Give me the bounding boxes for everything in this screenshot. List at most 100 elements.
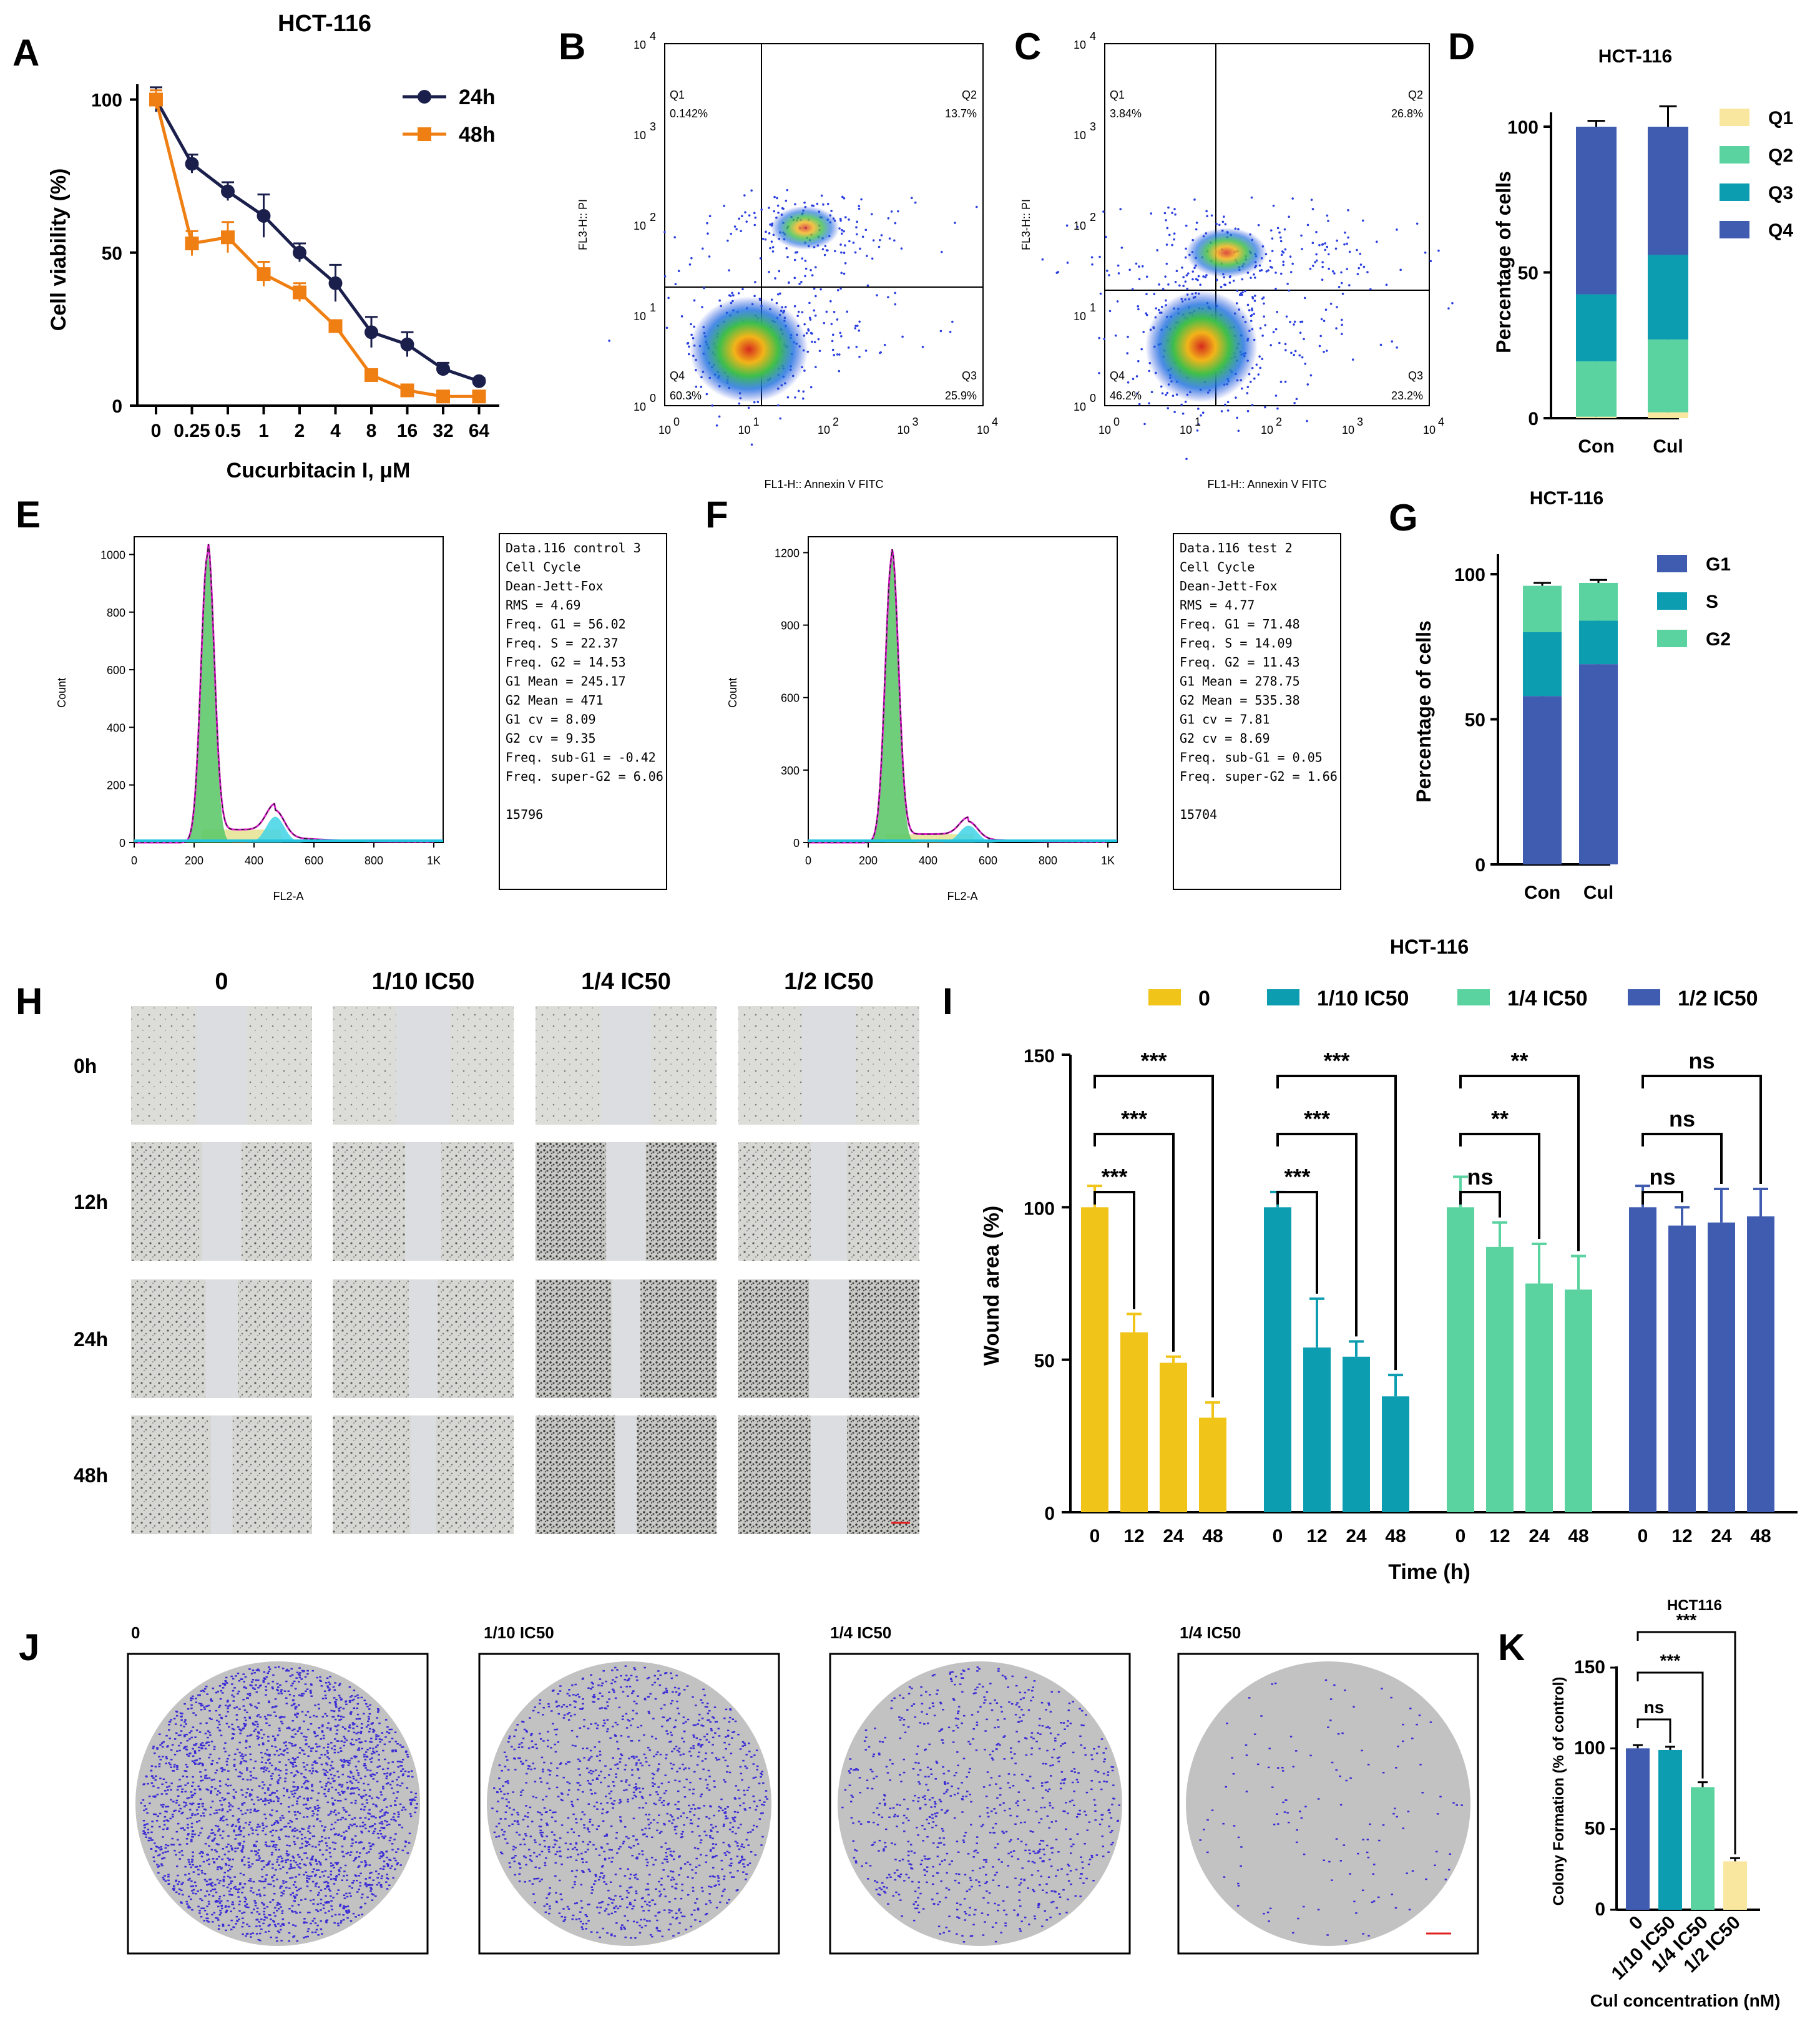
colony-dot (154, 1795, 157, 1797)
colony-dot (321, 1724, 324, 1726)
colony-dot (345, 1911, 348, 1913)
colony-dot (308, 1837, 311, 1840)
colony-dot (334, 1914, 337, 1916)
colony-dot (197, 1813, 199, 1815)
colony-dot (192, 1802, 195, 1804)
colony-dot (321, 1730, 324, 1732)
colony-dot (273, 1874, 276, 1876)
colony-dot (252, 1687, 255, 1689)
colony-dot (190, 1880, 193, 1882)
colony-dot (324, 1837, 327, 1839)
colony-dot (663, 1909, 666, 1911)
colony-dot (205, 1788, 208, 1791)
colony-dot (265, 1762, 267, 1764)
colony-dot (263, 1910, 265, 1913)
colony-dot (369, 1728, 371, 1730)
colony-dot (383, 1799, 386, 1801)
flow-event-dot (817, 338, 820, 341)
colony-dot (279, 1777, 281, 1779)
flow-event-dot (1103, 338, 1106, 341)
colony-dot (512, 1849, 515, 1850)
colony-dot (213, 1912, 216, 1914)
colony-dot (643, 1833, 646, 1835)
colony-dot (665, 1689, 668, 1692)
colony-dot (400, 1761, 403, 1763)
colony-dot (192, 1712, 195, 1714)
flow-event-dot (747, 406, 750, 409)
flow-event-dot (1336, 306, 1338, 308)
colony-dot (637, 1759, 640, 1761)
colony-dot (210, 1779, 213, 1781)
colony-dot (351, 1824, 353, 1827)
colony-dot (385, 1850, 388, 1853)
colony-dot (614, 1681, 617, 1683)
colony-dot (394, 1820, 397, 1822)
colony-dot (620, 1735, 623, 1737)
colony-dot (319, 1862, 322, 1864)
colony-dot (287, 1669, 290, 1672)
colony-dot (270, 1777, 273, 1780)
colony-dot (303, 1736, 305, 1738)
colony-dot (260, 1928, 263, 1930)
colony-dot (525, 1864, 527, 1866)
colony-dot (723, 1878, 725, 1880)
colony-dot (318, 1844, 320, 1845)
colony-dot (501, 1769, 503, 1772)
colony-dot (192, 1851, 194, 1854)
colony-dot (311, 1767, 314, 1769)
flow-event-dot (663, 230, 666, 233)
colony-dot (256, 1715, 259, 1718)
colony-dot (298, 1752, 301, 1754)
colony-dot (275, 1937, 278, 1938)
colony-dot (677, 1688, 680, 1689)
colony-dot (315, 1874, 317, 1876)
colony-dot (376, 1832, 379, 1835)
colony-dot (338, 1794, 341, 1796)
colony-dot (559, 1850, 562, 1852)
colony-dot (242, 1917, 244, 1919)
colony-dot (310, 1797, 313, 1799)
colony-dot (386, 1821, 388, 1823)
colony-dot (267, 1925, 270, 1927)
colony-dot (306, 1935, 309, 1938)
colony-dot (171, 1814, 174, 1816)
colony-dot (207, 1789, 210, 1791)
colony-dot (318, 1745, 321, 1748)
colony-dot (316, 1734, 319, 1737)
colony-dot (712, 1827, 715, 1829)
panel-label-g: G (1389, 497, 1418, 539)
colony-dot (662, 1692, 665, 1694)
colony-dot (741, 1843, 743, 1845)
colony-dot (373, 1752, 376, 1754)
stacked-xtick-label: Cul (1653, 436, 1683, 457)
legend-swatch-Q2 (1720, 146, 1749, 164)
colony-dot (291, 1793, 294, 1796)
colony-dot (169, 1738, 171, 1739)
colony-dot (293, 1703, 296, 1705)
colony-dot (760, 1776, 762, 1778)
colony-dot (678, 1751, 680, 1753)
colony-dot (194, 1744, 197, 1746)
flow-event-dot (1173, 232, 1176, 235)
colony-dot (167, 1883, 170, 1885)
colony-dot (543, 1761, 546, 1764)
colony-dot (640, 1724, 643, 1727)
colony-dot (355, 1825, 358, 1827)
colony-dot (276, 1689, 279, 1691)
colony-dot (327, 1743, 330, 1746)
flow-event-dot (1197, 423, 1200, 426)
colony-dot (173, 1766, 176, 1768)
colony-dot (353, 1787, 356, 1789)
colony-dot (300, 1827, 303, 1830)
colony-dot (290, 1684, 293, 1687)
colony-dot (272, 1829, 275, 1832)
colony-dot (220, 1912, 222, 1914)
colony-dot (238, 1900, 242, 1902)
colony-dot (581, 1707, 584, 1709)
colony-dot (154, 1796, 156, 1798)
colony-dot (742, 1871, 745, 1873)
colony-dot (337, 1714, 340, 1717)
colony-dot (257, 1723, 259, 1726)
colony-dot (310, 1723, 313, 1725)
colony-dot (198, 1819, 201, 1822)
